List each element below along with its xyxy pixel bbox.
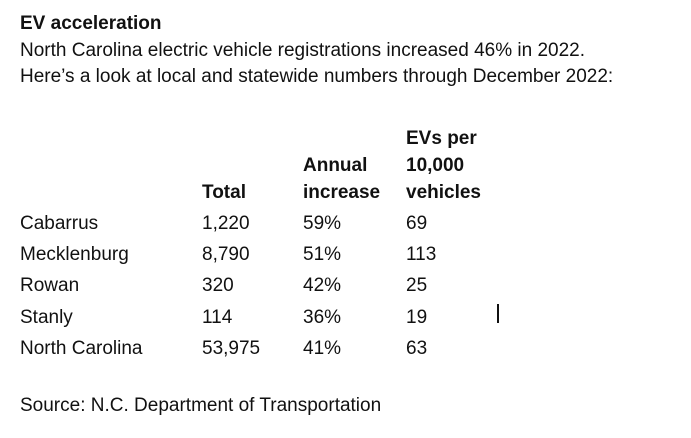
title: EV acceleration	[20, 13, 162, 34]
header-total: Total	[202, 182, 246, 203]
row-name: Mecklenburg	[20, 244, 129, 265]
subtitle: North Carolina electric vehicle registra…	[20, 38, 685, 90]
row-name: Stanly	[20, 307, 73, 328]
row-total: 114	[202, 307, 233, 328]
row-total: 1,220	[202, 213, 250, 234]
row-total: 53,975	[202, 338, 261, 359]
row-total: 320	[202, 275, 234, 296]
row-name: North Carolina	[20, 338, 143, 359]
header-annual: Annual	[303, 155, 368, 176]
text-cursor	[497, 304, 499, 323]
row-increase: 41%	[303, 338, 342, 359]
row-increase: 42%	[303, 275, 342, 296]
header-vehicles: vehicles	[406, 182, 481, 203]
row-name: Rowan	[20, 275, 80, 296]
header-evs-per: EVs per	[406, 128, 477, 149]
subtitle-line: North Carolina electric vehicle registra…	[20, 40, 586, 61]
source-note: Source: N.C. Department of Transportatio…	[20, 395, 382, 416]
row-increase: 36%	[303, 307, 342, 328]
row-evs: 19	[406, 307, 428, 328]
subtitle-line: Here’s a look at local and statewide num…	[20, 66, 614, 87]
row-total: 8,790	[202, 244, 250, 265]
row-increase: 59%	[303, 213, 342, 234]
header-increase: increase	[303, 182, 381, 203]
row-evs: 63	[406, 338, 428, 359]
row-evs: 69	[406, 213, 428, 234]
row-evs: 25	[406, 275, 428, 296]
row-increase: 51%	[303, 244, 342, 265]
header-10000: 10,000	[406, 155, 465, 176]
row-evs: 113	[406, 244, 437, 265]
row-name: Cabarrus	[20, 213, 99, 234]
